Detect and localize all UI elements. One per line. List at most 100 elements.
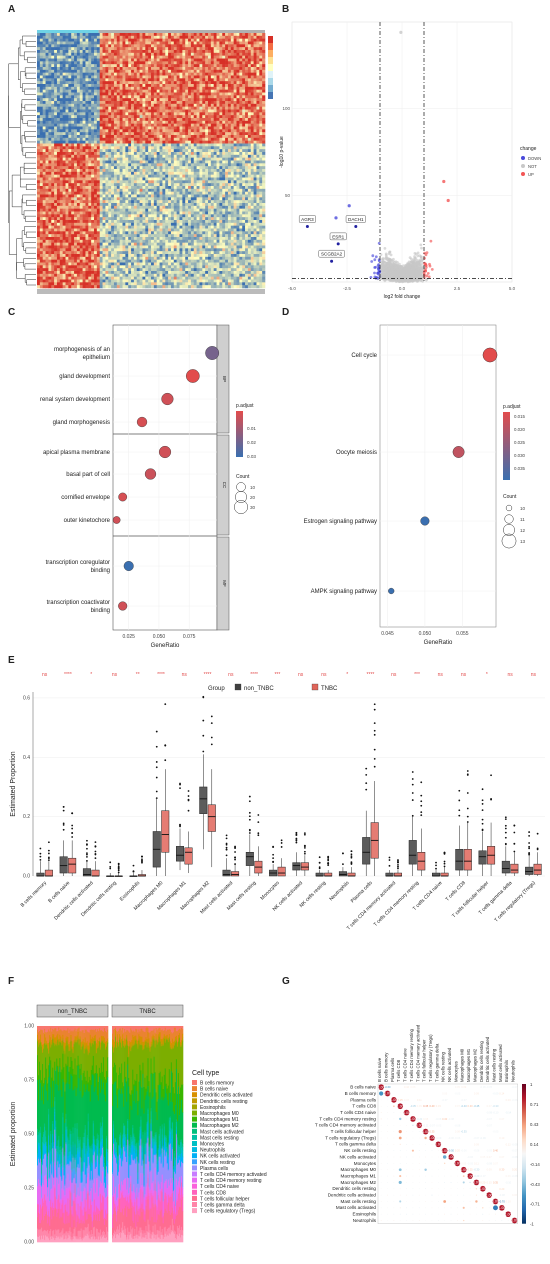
- outlier: [86, 853, 88, 856]
- matrix-cell: [387, 1194, 388, 1196]
- heatmap-scale-step: [268, 36, 273, 43]
- matrix-cell-value: -0.07: [512, 1149, 518, 1153]
- matrix-cell: [406, 1220, 407, 1221]
- padj-legend-title: p.adjust: [503, 404, 521, 410]
- matrix-cell: [475, 1188, 478, 1190]
- legend-label: T cells CD4 memory resting: [200, 1178, 262, 1184]
- box: [463, 849, 472, 871]
- significance-label: ****: [367, 672, 375, 678]
- matrix-cell: [443, 1162, 446, 1165]
- outlier: [86, 844, 88, 846]
- matrix-cell-value: 0.09: [474, 1142, 480, 1146]
- matrix-cell: [456, 1182, 458, 1183]
- legend-label: NK cells activated: [200, 1154, 240, 1160]
- matrix-cell: [380, 1194, 382, 1196]
- outlier: [466, 792, 469, 794]
- row-label: Dendritic cells activated: [328, 1193, 377, 1198]
- gene-label: SCGB2A2: [321, 252, 343, 257]
- column-label: Macrophages M2: [472, 1048, 477, 1082]
- matrix-cell: [393, 1124, 395, 1126]
- matrix-cell: [393, 1105, 395, 1108]
- matrix-cell-value: -0.05: [493, 1130, 499, 1134]
- outlier: [481, 828, 484, 831]
- outlier: [327, 864, 330, 867]
- matrix-cell: [462, 1175, 465, 1177]
- matrix-cell-value: 0.25: [398, 1098, 404, 1102]
- matrix-diagonal-label: 1.00: [429, 1136, 436, 1140]
- matrix-cell: [412, 1188, 414, 1190]
- matrix-cell: [380, 1213, 382, 1215]
- box: [59, 856, 68, 874]
- outlier: [373, 708, 376, 711]
- outlier: [47, 859, 50, 862]
- matrix-cell: [406, 1207, 407, 1209]
- box: [300, 862, 309, 871]
- matrix-cell: [450, 1162, 452, 1164]
- matrix-cell: [425, 1188, 427, 1190]
- term-label: binding: [91, 568, 110, 574]
- column-label: Plasma cells: [390, 1058, 395, 1082]
- matrix-cell: [412, 1194, 414, 1196]
- matrix-cell: [425, 1213, 427, 1215]
- matrix-cell-value: -0.05: [486, 1149, 492, 1153]
- matrix-cell: [463, 1194, 465, 1196]
- padj-legend-title: p.adjust: [236, 403, 254, 409]
- significance-label: ns: [298, 672, 304, 678]
- outlier: [280, 846, 283, 848]
- matrix-cell-value: 0.06: [512, 1193, 518, 1197]
- outlier: [109, 861, 112, 864]
- outlier: [117, 871, 120, 874]
- x-tick-label: 0.050: [153, 634, 166, 640]
- outlier: [481, 799, 484, 802]
- outlier: [443, 851, 446, 854]
- term-dot: [158, 445, 172, 459]
- matrix-cell: [379, 1091, 384, 1096]
- term-label: basal part of cell: [66, 472, 110, 478]
- panel-label-f: F: [8, 976, 14, 987]
- matrix-cell: [398, 1180, 402, 1184]
- outlier: [481, 809, 484, 812]
- facet-strip: [36, 1004, 109, 1018]
- box: [245, 852, 254, 866]
- count-legend-title: Count: [236, 474, 250, 480]
- matrix-cell: [418, 1137, 420, 1139]
- matrix-cell: [469, 1207, 471, 1209]
- matrix-cell: [387, 1124, 388, 1126]
- panel-f-stacked: non_TNBC TNBC 0.00 0.25 0.50 0.75 1.00 Estimate…: [10, 1004, 267, 1246]
- matrix-cell-value: 0.05: [455, 1085, 461, 1089]
- outlier: [248, 800, 251, 803]
- matrix-cell: [437, 1201, 439, 1202]
- outlier: [528, 842, 531, 844]
- matrix-diagonal: [467, 1173, 473, 1179]
- significance-label: ***: [414, 672, 420, 678]
- y-tick-label: 0.25: [24, 1186, 34, 1192]
- column-label: T cells CD4 memory activated: [415, 1024, 420, 1082]
- outlier: [373, 729, 376, 732]
- term-label: Oocyte meiosis: [336, 450, 377, 456]
- matrix-cell: [431, 1162, 433, 1164]
- outlier: [155, 766, 158, 769]
- legend-swatch: [311, 683, 319, 691]
- outlier: [117, 869, 120, 872]
- outlier: [132, 864, 135, 867]
- matrix-cell: [444, 1175, 446, 1177]
- matrix-cell: [456, 1194, 458, 1196]
- gene-label-box: [318, 249, 345, 258]
- matrix-diagonal-label: 1.00: [384, 1092, 391, 1096]
- matrix-cell: [387, 1150, 388, 1152]
- outlier: [504, 824, 507, 827]
- matrix-cell-value: -0.08: [512, 1142, 518, 1146]
- outlier: [234, 856, 236, 859]
- outlier: [141, 855, 143, 858]
- matrix-cell: [406, 1137, 407, 1139]
- matrix-cell-value: -0.10: [493, 1111, 499, 1115]
- outlier: [155, 797, 158, 800]
- group-bar-non-tnbc: [37, 30, 99, 33]
- matrix-cell: [469, 1201, 471, 1202]
- matrix-cell: [393, 1182, 395, 1183]
- matrix-cell: [380, 1105, 382, 1107]
- box: [44, 869, 53, 877]
- row-label: NK cells resting: [344, 1148, 376, 1153]
- outlier: [365, 767, 368, 770]
- matrix-cell: [437, 1207, 439, 1209]
